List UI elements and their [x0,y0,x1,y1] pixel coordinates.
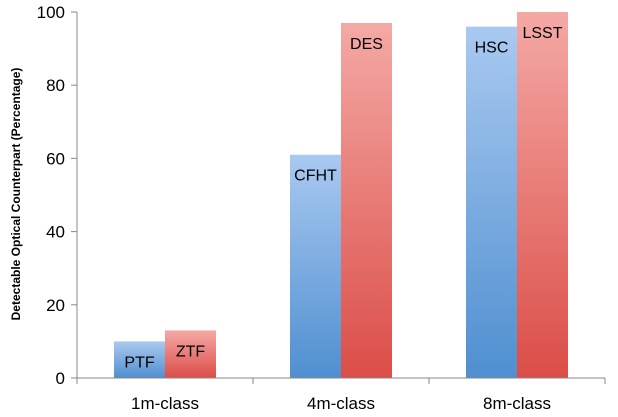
bar-label: HSC [475,40,509,57]
category-label: 8m-class [483,394,551,413]
bar-ptf [114,341,165,378]
y-ticks: 0 20 40 60 80 100 [37,3,77,388]
bars: PTF ZTF CFHT DES HSC LSST [114,12,568,378]
bar-label: LSST [522,25,562,42]
bar-hsc [466,26,517,378]
y-tick-label: 20 [46,296,65,315]
bar-lsst [517,12,568,378]
y-tick-label: 100 [37,3,65,22]
y-tick-label: 80 [46,76,65,95]
category-label: 1m-class [131,394,199,413]
bar-label: DES [350,36,383,53]
bar-label: PTF [124,354,154,371]
y-tick-label: 60 [46,149,65,168]
y-tick-label: 0 [56,369,65,388]
y-axis-title: Detectable Optical Counterpart (Percenta… [9,68,23,321]
bar-label: CFHT [294,168,337,185]
bar-label: ZTF [176,343,206,360]
category-label: 4m-class [307,394,375,413]
y-tick-label: 40 [46,223,65,242]
x-ticks: 1m-class 4m-class 8m-class [76,378,606,413]
bar-ztf [165,330,216,378]
bar-des [341,22,392,378]
bar-cfht [290,154,341,378]
